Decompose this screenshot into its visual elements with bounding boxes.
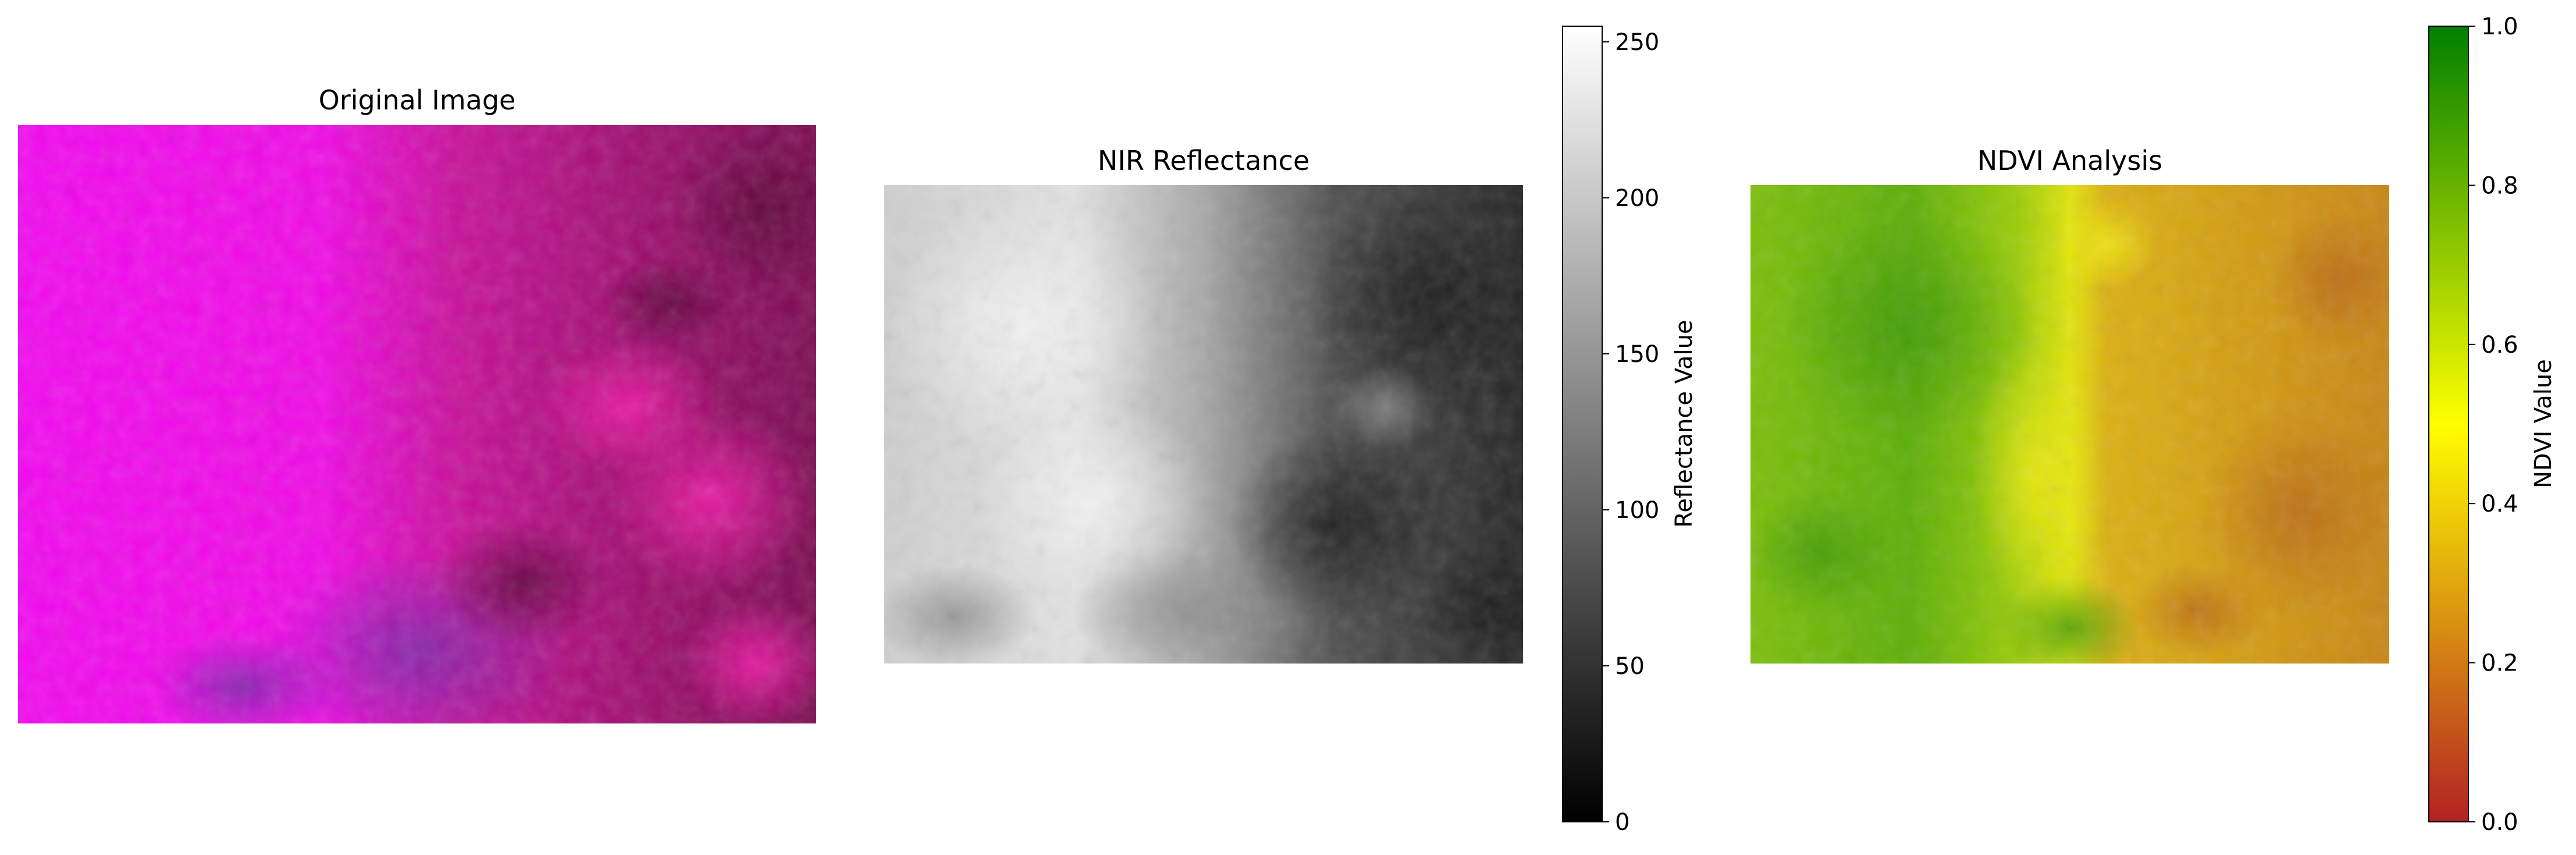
nir-image (884, 185, 1523, 664)
colorbar-nir-tick-label: 150 (1615, 341, 1659, 368)
original-image (18, 125, 816, 723)
panel-title-ndvi: NDVI Analysis (1977, 145, 2162, 176)
colorbar-ndvi: 0.0 0.2 0.4 0.6 0.8 1.0 NDVI Value (2428, 13, 2557, 836)
colorbar-nir-label: Reflectance Value (1671, 320, 1698, 527)
panel-title-original: Original Image (319, 84, 516, 116)
colorbar-ndvi-tick-label: 0.8 (2481, 172, 2518, 199)
colorbar-ndvi-gradient (2428, 26, 2469, 822)
colorbar-nir-tick-label: 200 (1615, 185, 1659, 212)
panel-nir: NIR Reflectance (884, 145, 1523, 664)
colorbar-nir-tick-label: 0 (1615, 809, 1629, 836)
panel-title-nir: NIR Reflectance (1098, 145, 1310, 176)
colorbar-nir-gradient (1562, 26, 1603, 822)
colorbar-ndvi-tick-label: 0.4 (2481, 491, 2518, 517)
colorbar-ndvi-tick-label: 0.6 (2481, 332, 2518, 359)
colorbar-ndvi-ticks: 0.0 0.2 0.4 0.6 0.8 1.0 (2468, 13, 2518, 836)
colorbar-nir-tick-label: 50 (1615, 653, 1645, 680)
colorbar-nir-tick-label: 250 (1615, 29, 1659, 56)
panel-original: Original Image (18, 84, 816, 723)
colorbar-ndvi-tick-label: 0.0 (2481, 809, 2518, 836)
colorbar-ndvi-label: NDVI Value (2530, 359, 2557, 488)
colorbar-nir-ticks: 0 50 100 150 200 250 (1602, 29, 1659, 836)
colorbar-nir: 0 50 100 150 200 250 Reflectance Value (1562, 26, 1698, 836)
ndvi-image (1750, 185, 2389, 664)
colorbar-ndvi-tick-label: 0.2 (2481, 650, 2518, 677)
panel-ndvi: NDVI Analysis (1750, 145, 2389, 664)
colorbar-nir-tick-label: 100 (1615, 497, 1659, 524)
colorbar-ndvi-tick-label: 1.0 (2481, 13, 2518, 40)
